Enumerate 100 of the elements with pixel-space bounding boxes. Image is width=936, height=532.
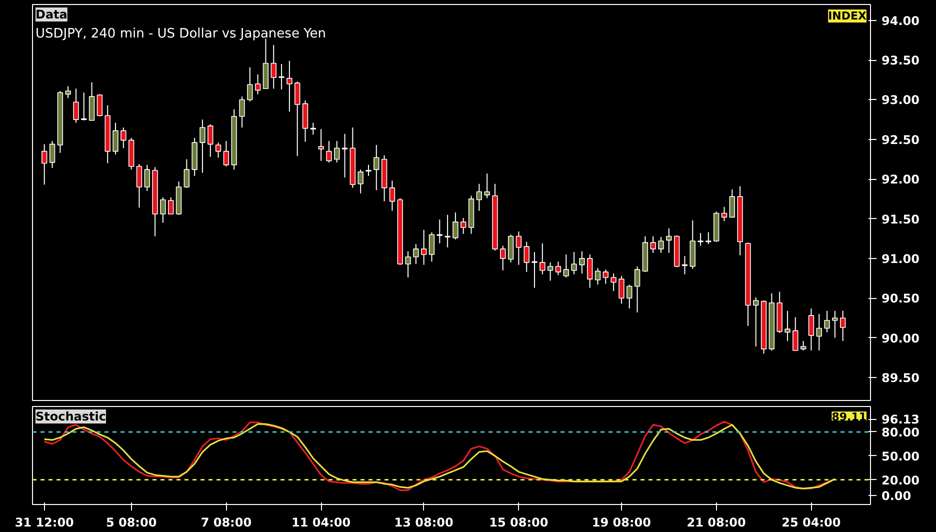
candlestick	[310, 122, 316, 136]
candlestick	[389, 180, 396, 212]
candlestick	[254, 74, 261, 95]
candlestick	[840, 310, 846, 342]
candlestick	[484, 173, 490, 199]
candlestick	[374, 144, 380, 191]
candlestick	[420, 229, 427, 266]
y-tick-label: 92.00	[882, 172, 920, 187]
candlestick	[428, 232, 435, 262]
candlestick	[42, 144, 48, 186]
candlestick	[200, 119, 206, 174]
x-tick-label: 21 08:00	[686, 516, 746, 530]
candlestick	[270, 44, 276, 90]
text: USDJPY, 240 min - US Dollar vs Japanese Yen	[36, 26, 326, 42]
y-tick-label: 92.50	[882, 132, 920, 147]
candlestick	[753, 296, 759, 348]
candlestick	[563, 254, 569, 278]
x-tick-label: 7 08:00	[200, 516, 252, 530]
x-tick-label: 31 12:00	[14, 516, 74, 530]
candlestick	[405, 250, 411, 278]
candlestick	[832, 310, 838, 338]
y-tick-label: 93.00	[882, 93, 920, 108]
candlestick	[334, 140, 340, 163]
candlestick	[366, 164, 372, 176]
y-tick-label: 80.00	[882, 425, 920, 440]
candlestick	[610, 273, 616, 292]
candlestick	[626, 284, 632, 309]
y-tick-label: 89.50	[882, 370, 920, 385]
candlestick	[808, 308, 814, 352]
candlestick	[460, 217, 466, 234]
candlestick	[540, 242, 546, 275]
candlestick	[602, 269, 609, 284]
y-tick-label: 91.50	[882, 212, 920, 226]
candlestick	[698, 232, 704, 246]
candlestick	[824, 310, 830, 333]
candlestick	[476, 183, 482, 212]
candlestick	[579, 250, 585, 274]
y-tick-label: 90.50	[882, 292, 920, 306]
candlestick	[816, 314, 822, 352]
candlestick	[247, 66, 253, 102]
x-tick-label: 5 08:00	[106, 516, 157, 530]
candlestick	[278, 64, 284, 90]
candlestick	[706, 232, 712, 245]
chart-title: Stochastic	[36, 410, 106, 424]
candlestick	[168, 196, 174, 215]
y-tick-label: 50.00	[882, 449, 920, 464]
candlestick	[318, 128, 324, 162]
candlestick	[800, 340, 806, 352]
candlestick	[136, 164, 142, 208]
candlestick	[208, 124, 214, 158]
candlestick	[286, 60, 292, 112]
chart-title: Data	[36, 8, 68, 22]
x-tick-label: 25 04:00	[782, 516, 841, 530]
candlestick	[571, 252, 577, 275]
candlestick	[555, 261, 562, 276]
candlestick	[239, 96, 245, 128]
candlestick	[112, 122, 118, 155]
candlestick	[650, 236, 656, 254]
candlestick	[587, 254, 593, 288]
x-tick-label: 19 08:00	[592, 516, 652, 530]
candlestick	[682, 256, 688, 275]
x-tick-label: 15 08:00	[489, 516, 548, 530]
candlestick	[215, 142, 222, 158]
candlestick	[160, 196, 166, 224]
candlestick	[658, 236, 664, 254]
candlestick	[358, 169, 364, 194]
candlestick	[65, 86, 71, 99]
candlestick	[294, 80, 300, 157]
x-tick-label: 13 08:00	[394, 516, 454, 530]
y-tick-label: 94.00	[882, 14, 920, 28]
candlestick	[532, 252, 538, 288]
candlestick	[184, 158, 190, 188]
candlestick	[618, 275, 624, 304]
candlestick	[413, 244, 419, 265]
annotation: 89.11	[832, 410, 867, 424]
candlestick	[88, 82, 95, 121]
candlestick	[81, 92, 87, 121]
candlestick	[508, 234, 514, 263]
candlestick	[444, 214, 450, 248]
candlestick	[223, 140, 230, 167]
candlestick	[729, 188, 735, 218]
y-tick-label: 20.00	[882, 473, 920, 488]
y-tick-label: 0.00	[882, 489, 912, 504]
y-tick-label: 96.13	[882, 412, 920, 427]
candlestick	[594, 267, 601, 286]
candlestick	[96, 94, 103, 117]
candlestick	[792, 316, 798, 352]
candlestick	[784, 310, 790, 342]
candlestick	[49, 140, 56, 168]
candlestick	[120, 127, 126, 149]
y-tick-label: 91.00	[882, 252, 920, 266]
candlestick	[436, 219, 442, 244]
candlestick	[144, 164, 150, 192]
candlestick	[721, 206, 728, 222]
candlestick	[342, 133, 348, 178]
candlestick	[452, 212, 458, 240]
y-tick-label: 90.00	[882, 331, 920, 346]
candlestick	[73, 88, 79, 124]
candlestick	[500, 245, 506, 271]
candlestick	[634, 266, 640, 313]
